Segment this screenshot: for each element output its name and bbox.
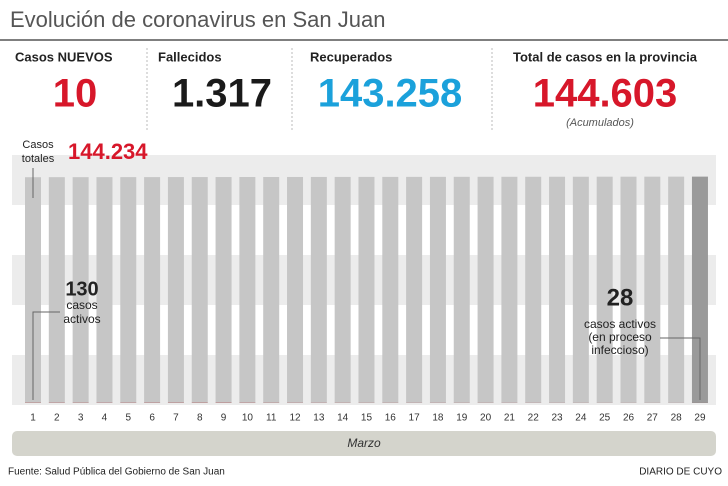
total-bar	[191, 177, 208, 403]
x-tick-label: 29	[694, 413, 706, 424]
stat-value: 143.258	[318, 72, 463, 116]
month-band	[12, 431, 716, 456]
x-tick-label: 22	[528, 413, 540, 424]
total-bar	[334, 176, 351, 403]
pointer	[32, 311, 60, 400]
dividers	[146, 48, 493, 130]
x-tick-label: 14	[337, 413, 349, 424]
stat-label: Fallecidos	[158, 49, 222, 64]
annotation: (en proceso	[588, 330, 652, 344]
stat-value: 1.317	[172, 72, 272, 116]
x-tick-label: 1	[30, 413, 36, 424]
annotation: 144.234	[68, 139, 148, 164]
x-tick-label: 26	[623, 413, 635, 424]
total-bar	[644, 176, 661, 403]
x-tick-label: 4	[102, 413, 108, 424]
pointer	[660, 337, 701, 400]
total-bar	[477, 176, 494, 403]
x-label: Marzo	[347, 436, 381, 450]
total-bar	[239, 177, 256, 403]
stat-label: Casos NUEVOS	[15, 49, 113, 64]
x-tick-label: 7	[173, 413, 179, 424]
x-tick-label: 28	[671, 413, 683, 424]
total-bar	[310, 176, 327, 403]
x-tick-label: 19	[456, 413, 468, 424]
stat-label: Recuperados	[310, 49, 392, 64]
x-tick-label: 16	[385, 413, 397, 424]
x-tick-label: 12	[289, 413, 301, 424]
total-bar	[525, 176, 542, 403]
x-tick-label: 21	[504, 413, 516, 424]
x-tick-label: 8	[197, 413, 203, 424]
total-bar	[620, 176, 637, 403]
total-bar	[287, 176, 304, 403]
total-bar	[382, 176, 399, 403]
annotation: 28	[607, 284, 634, 311]
x-tick-label: 5	[125, 413, 131, 424]
brand: DIARIO DE CUYO	[639, 467, 722, 478]
total-bar	[691, 176, 708, 403]
x-tick-label: 15	[361, 413, 373, 424]
annotation: activos	[63, 312, 100, 326]
total-bar	[144, 177, 161, 403]
x-tick-label: 27	[647, 413, 659, 424]
total-bar	[48, 177, 65, 403]
total-bar	[96, 177, 113, 403]
x-tick-label: 9	[221, 413, 227, 424]
total-bar	[263, 176, 280, 403]
x-tick-label: 23	[551, 413, 563, 424]
x-tick-label: 2	[54, 413, 60, 424]
total-bar	[549, 176, 566, 403]
total-bar	[572, 176, 589, 403]
total-bar	[429, 176, 446, 403]
total-bar	[72, 177, 89, 403]
total-bar	[406, 176, 423, 403]
annotation: casos	[66, 298, 97, 312]
total-bar	[453, 176, 470, 403]
total-bar	[215, 177, 232, 403]
x-tick-label: 6	[149, 413, 155, 424]
stat-value: 144.603	[533, 72, 678, 116]
annotation: casos activos	[584, 317, 656, 331]
stat-note: (Acumulados)	[566, 117, 634, 129]
stat-value: 10	[53, 72, 98, 116]
x-tick-label: 25	[599, 413, 611, 424]
total-bar	[120, 177, 137, 403]
x-tick-label: 20	[480, 413, 492, 424]
stat-label: Total de casos en la provincia	[513, 49, 698, 64]
x-tick-label: 13	[313, 413, 325, 424]
total-bar	[668, 176, 685, 403]
source: Fuente: Salud Pública del Gobierno de Sa…	[8, 467, 225, 478]
x-tick-label: 3	[78, 413, 84, 424]
x-tick-label: 24	[575, 413, 587, 424]
annotation: Casos	[22, 139, 54, 151]
annotation: 130	[65, 278, 98, 300]
annotation: infeccioso)	[591, 343, 648, 357]
x-tick-label: 10	[242, 413, 254, 424]
annotation: totales	[22, 153, 55, 165]
total-bar	[25, 177, 41, 403]
x-tick-label: 18	[432, 413, 444, 424]
total-bar	[167, 177, 184, 403]
title: Evolución de coronavirus en San Juan	[10, 7, 385, 32]
total-bar	[358, 176, 375, 403]
total-bar	[596, 176, 613, 403]
x-tick-label: 17	[409, 413, 421, 424]
x-tick-label: 11	[266, 413, 277, 424]
total-bar	[501, 176, 518, 403]
